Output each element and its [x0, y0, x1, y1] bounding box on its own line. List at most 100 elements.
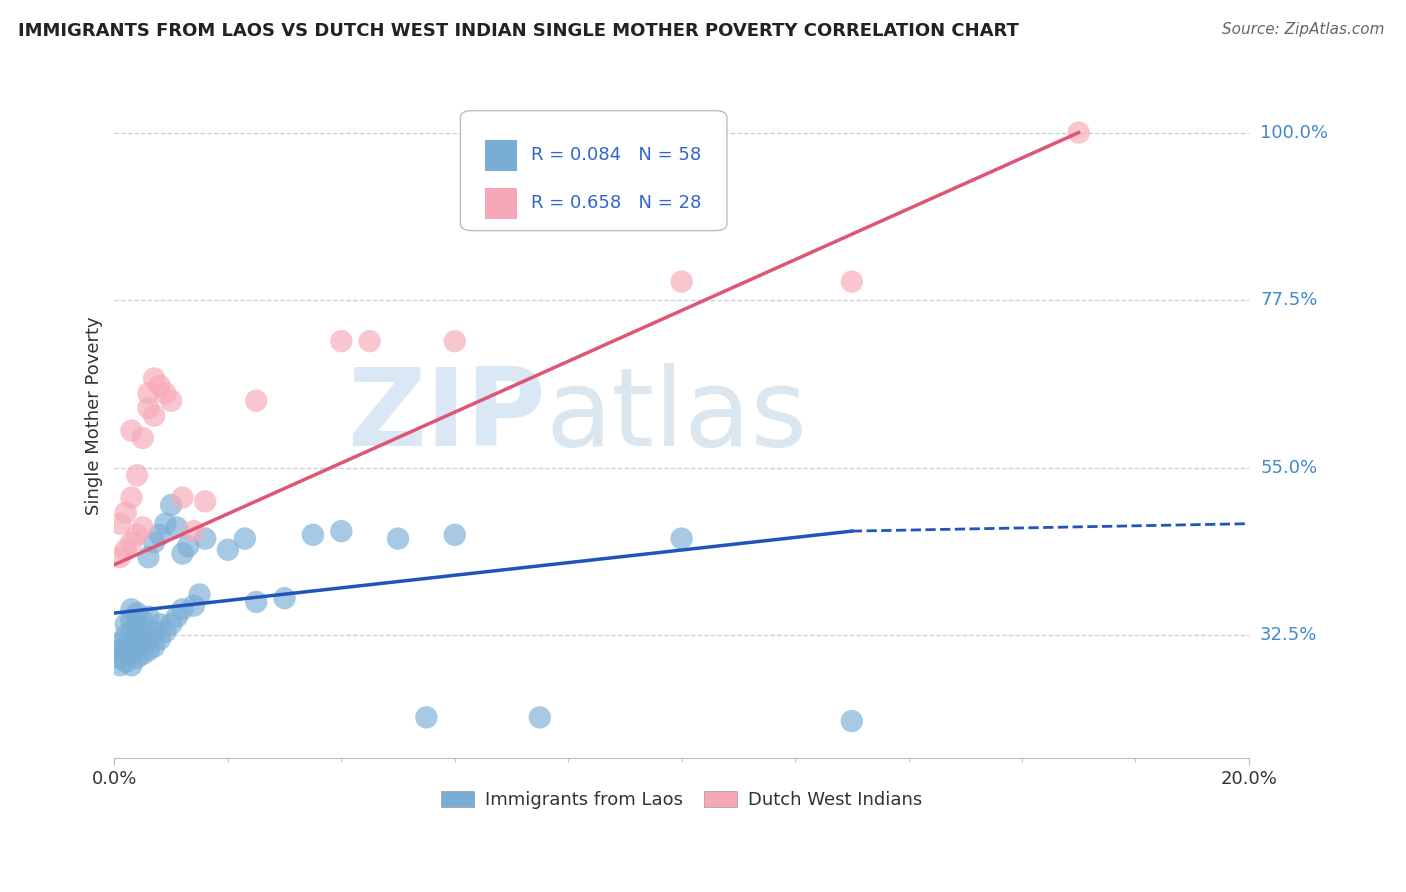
Text: 100.0%: 100.0% — [1260, 124, 1329, 142]
Point — [108, 516, 131, 531]
Text: IMMIGRANTS FROM LAOS VS DUTCH WEST INDIAN SINGLE MOTHER POVERTY CORRELATION CHAR: IMMIGRANTS FROM LAOS VS DUTCH WEST INDIA… — [18, 22, 1019, 40]
Bar — [485, 188, 517, 219]
Point — [138, 609, 160, 624]
Point — [443, 528, 465, 542]
Point — [359, 334, 381, 348]
Point — [114, 647, 136, 661]
Point — [132, 614, 155, 628]
Point — [415, 710, 437, 724]
Point — [127, 628, 149, 642]
Point — [330, 524, 353, 538]
Point — [120, 658, 142, 673]
Point — [149, 528, 172, 542]
Point — [166, 609, 188, 624]
Point — [114, 542, 136, 557]
Point — [273, 591, 295, 606]
Point — [132, 431, 155, 445]
Point — [1067, 126, 1090, 140]
Point — [155, 386, 177, 401]
Point — [172, 491, 194, 505]
Point — [245, 393, 267, 408]
Point — [114, 617, 136, 632]
Point — [183, 524, 205, 538]
Point — [132, 636, 155, 650]
Text: atlas: atlas — [546, 363, 807, 468]
Point — [127, 640, 149, 654]
Point — [127, 528, 149, 542]
Point — [166, 520, 188, 534]
Text: 32.5%: 32.5% — [1260, 626, 1317, 644]
Point — [120, 647, 142, 661]
Point — [138, 550, 160, 565]
Point — [132, 520, 155, 534]
Point — [149, 632, 172, 647]
Point — [194, 532, 217, 546]
Point — [194, 494, 217, 508]
Point — [138, 643, 160, 657]
Point — [114, 506, 136, 520]
Point — [127, 606, 149, 620]
Point — [108, 650, 131, 665]
Point — [529, 710, 551, 724]
Point — [127, 617, 149, 632]
Legend: Immigrants from Laos, Dutch West Indians: Immigrants from Laos, Dutch West Indians — [436, 785, 928, 814]
Point — [127, 468, 149, 483]
Point — [172, 546, 194, 560]
Point — [127, 650, 149, 665]
Point — [183, 599, 205, 613]
Point — [443, 334, 465, 348]
Point — [132, 624, 155, 639]
Point — [160, 498, 183, 512]
Point — [138, 386, 160, 401]
Point — [188, 587, 211, 601]
Point — [108, 550, 131, 565]
Point — [138, 632, 160, 647]
Point — [160, 393, 183, 408]
Text: 77.5%: 77.5% — [1260, 291, 1317, 310]
Point — [671, 532, 693, 546]
Point — [108, 643, 131, 657]
Point — [149, 617, 172, 632]
Point — [120, 636, 142, 650]
Point — [114, 628, 136, 642]
Point — [302, 528, 325, 542]
Point — [841, 275, 863, 289]
Point — [245, 595, 267, 609]
Point — [217, 542, 239, 557]
Point — [143, 535, 166, 549]
Text: ZIP: ZIP — [347, 363, 546, 468]
Point — [155, 516, 177, 531]
Point — [841, 714, 863, 728]
Point — [132, 647, 155, 661]
Point — [143, 409, 166, 423]
Point — [120, 424, 142, 438]
Text: R = 0.658   N = 28: R = 0.658 N = 28 — [530, 194, 702, 212]
Point — [120, 535, 142, 549]
Point — [143, 371, 166, 385]
Point — [387, 532, 409, 546]
Point — [120, 602, 142, 616]
Point — [177, 539, 200, 553]
Point — [671, 275, 693, 289]
Point — [120, 491, 142, 505]
Point — [114, 640, 136, 654]
Point — [114, 655, 136, 669]
Text: R = 0.084   N = 58: R = 0.084 N = 58 — [530, 146, 702, 164]
Point — [143, 624, 166, 639]
Point — [149, 379, 172, 393]
Point — [330, 334, 353, 348]
Bar — [485, 140, 517, 170]
Point — [143, 640, 166, 654]
Text: 55.0%: 55.0% — [1260, 458, 1317, 477]
Text: Source: ZipAtlas.com: Source: ZipAtlas.com — [1222, 22, 1385, 37]
Point — [160, 617, 183, 632]
Point — [233, 532, 256, 546]
Point — [172, 602, 194, 616]
Point — [108, 636, 131, 650]
Point — [138, 401, 160, 416]
Point — [120, 614, 142, 628]
Point — [120, 624, 142, 639]
Point — [155, 624, 177, 639]
Y-axis label: Single Mother Poverty: Single Mother Poverty — [86, 317, 103, 515]
FancyBboxPatch shape — [460, 111, 727, 231]
